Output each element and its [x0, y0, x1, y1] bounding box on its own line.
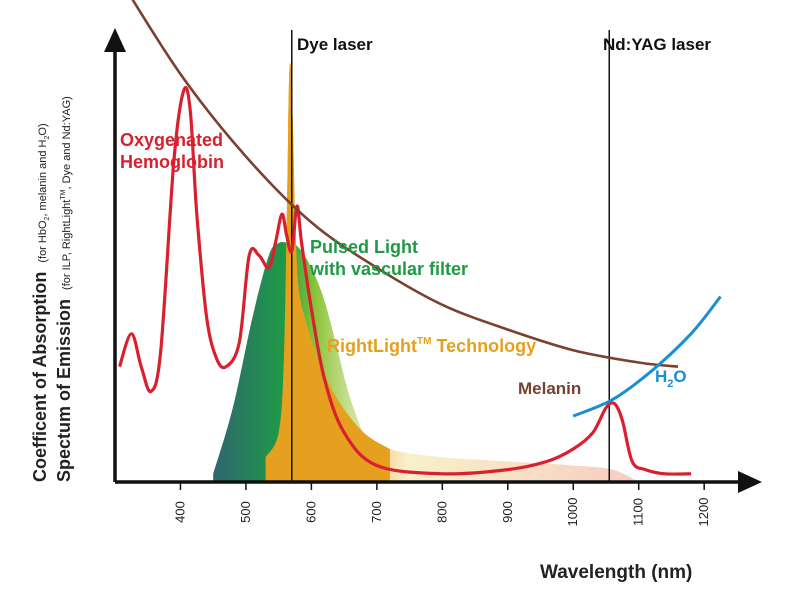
- melanin-label: Melanin: [518, 379, 581, 398]
- y-axis-label-group: Coefficent of Absorption (for HbO2, mela…: [30, 96, 74, 482]
- x-tick-label: 900: [500, 501, 515, 523]
- melanin-curve: [131, 0, 679, 368]
- x-axis-label: Wavelength (nm): [540, 562, 692, 583]
- rightlight-label: RightLightTM Technology: [327, 336, 536, 356]
- hemoglobin-label-line2: Hemoglobin: [120, 152, 224, 172]
- x-tick-label: 1100: [631, 498, 646, 526]
- rightlight-peak-area: [265, 62, 390, 483]
- h2o-curve: [572, 295, 722, 418]
- pulsed-light-label-line2: with vascular filter: [309, 259, 468, 279]
- y-axis-arrow-icon: [104, 28, 126, 52]
- y-axis-label-line1: Coefficent of Absorption (for HbO2, mela…: [30, 123, 51, 482]
- y-axis-label-line2-main: Spectum of Emission: [54, 299, 74, 482]
- y-note2-pre: (for ILP, RightLight: [61, 200, 73, 290]
- x-tick-group: 400 500 600 700 800 900 1000 1100 1200: [172, 482, 711, 526]
- y-axis-label-line1-note: (for HbO2, melanin and H2O): [37, 123, 51, 262]
- x-tick-label: 600: [303, 501, 318, 523]
- oxygenated-hemoglobin-curve: [118, 85, 692, 476]
- x-tick-label: 1000: [565, 498, 580, 527]
- rightlight-label-post: Technology: [431, 336, 536, 356]
- h2o-label-post: O: [673, 367, 686, 386]
- y-note1-sub2: 2: [44, 136, 51, 140]
- y-note1-post: O): [37, 123, 49, 135]
- x-tick-label: 700: [369, 501, 384, 523]
- dye-laser-label: Dye laser: [297, 35, 373, 54]
- x-axis-arrow-icon: [738, 471, 762, 493]
- y-axis-label-line2-note: (for ILP, RightLightTM, Dye and Nd:YAG): [60, 96, 73, 290]
- ndyag-laser-label: Nd:YAG laser: [603, 35, 711, 54]
- y-axis-label-line1-main: Coefficent of Absorption: [30, 272, 50, 482]
- x-tick-label: 800: [434, 501, 449, 523]
- h2o-label-main: H: [655, 367, 667, 386]
- x-tick-label: 400: [172, 501, 187, 523]
- y-note2-sup: TM: [60, 189, 67, 199]
- rightlight-label-main: RightLight: [327, 336, 417, 356]
- y-note1-sub: 2: [44, 216, 51, 220]
- y-note2-post: , Dye and Nd:YAG): [61, 96, 73, 189]
- x-tick-label: 500: [238, 501, 253, 523]
- h2o-label-sub: 2: [667, 378, 673, 390]
- pulsed-light-label-line1: Pulsed Light: [310, 237, 418, 257]
- rightlight-label-sup: TM: [417, 336, 431, 347]
- y-note1-mid: , melanin and H: [37, 139, 49, 216]
- h2o-label: H2O: [655, 367, 687, 390]
- hemoglobin-label-line1: Oxygenated: [120, 130, 223, 150]
- y-axis-label-line2: Spectum of Emission (for ILP, RightLight…: [54, 96, 74, 482]
- x-tick-label: 1200: [696, 498, 711, 527]
- y-note1-pre: (for HbO: [37, 220, 49, 263]
